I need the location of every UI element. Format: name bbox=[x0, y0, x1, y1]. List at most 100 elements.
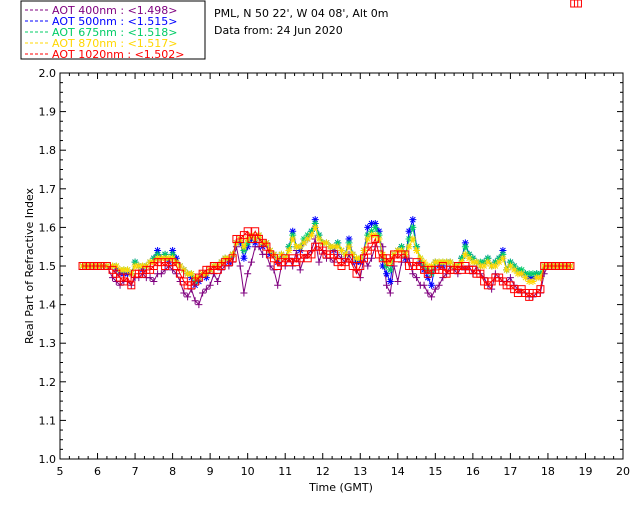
data-point bbox=[386, 277, 394, 285]
data-point bbox=[529, 270, 537, 278]
data-point bbox=[525, 277, 533, 285]
data-point bbox=[124, 266, 132, 274]
legend-item: AOT 500nm : <1.515> bbox=[25, 15, 178, 28]
data-point bbox=[367, 242, 376, 251]
data-point bbox=[566, 262, 575, 270]
data-point bbox=[518, 270, 526, 278]
data-point bbox=[176, 269, 185, 278]
y-tick-label: 1.1 bbox=[39, 414, 57, 427]
legend-box bbox=[20, 0, 206, 60]
data-point bbox=[506, 262, 514, 270]
data-point bbox=[184, 293, 192, 301]
x-tick-label: 18 bbox=[541, 465, 555, 478]
x-tick-label: 7 bbox=[132, 465, 139, 478]
data-point bbox=[300, 235, 308, 243]
data-point bbox=[473, 258, 481, 266]
data-point bbox=[398, 243, 406, 251]
data-point bbox=[315, 258, 323, 266]
data-point bbox=[409, 216, 417, 224]
data-point bbox=[345, 235, 353, 243]
data-point bbox=[536, 285, 545, 294]
data-point bbox=[266, 262, 274, 270]
y-tick-label: 1.3 bbox=[39, 337, 57, 350]
data-point bbox=[383, 281, 391, 289]
data-point bbox=[345, 243, 353, 251]
data-point bbox=[131, 262, 139, 270]
legend-label: AOT 1020nm : <1.502> bbox=[52, 48, 185, 61]
data-point bbox=[525, 274, 533, 282]
data-point bbox=[348, 262, 357, 270]
data-point bbox=[157, 270, 165, 278]
data-point bbox=[240, 247, 248, 255]
data-point bbox=[510, 266, 518, 274]
y-tick-label: 1.9 bbox=[39, 106, 57, 119]
data-point bbox=[491, 262, 499, 270]
data-point bbox=[375, 227, 383, 235]
data-point bbox=[292, 243, 300, 251]
data-point bbox=[206, 281, 214, 289]
data-point bbox=[135, 262, 143, 270]
data-point bbox=[465, 254, 473, 262]
data-point bbox=[364, 262, 372, 270]
data-point bbox=[476, 269, 485, 278]
data-point bbox=[435, 281, 443, 289]
data-point bbox=[311, 220, 319, 228]
data-point bbox=[413, 243, 421, 251]
data-point bbox=[461, 243, 469, 251]
data-point bbox=[409, 270, 417, 278]
data-point bbox=[405, 235, 413, 243]
legend-item: AOT 1020nm : <1.502> bbox=[25, 48, 185, 61]
data-point bbox=[214, 277, 222, 285]
x-tick-label: 8 bbox=[169, 465, 176, 478]
data-point bbox=[394, 277, 402, 285]
data-point bbox=[274, 281, 282, 289]
data-point bbox=[161, 250, 169, 258]
data-point bbox=[525, 270, 533, 278]
x-tick-label: 17 bbox=[503, 465, 517, 478]
data-point bbox=[420, 281, 428, 289]
data-point bbox=[97, 262, 106, 270]
data-point bbox=[244, 243, 252, 251]
data-point bbox=[345, 254, 354, 263]
data-point bbox=[150, 277, 158, 285]
data-point bbox=[244, 270, 252, 278]
data-point bbox=[240, 243, 248, 251]
data-point bbox=[127, 281, 136, 290]
data-point bbox=[289, 235, 297, 243]
x-tick-label: 16 bbox=[466, 465, 480, 478]
data-point bbox=[428, 293, 436, 301]
data-point bbox=[514, 270, 522, 278]
data-point bbox=[269, 254, 278, 263]
x-tick-label: 12 bbox=[316, 465, 330, 478]
x-tick-label: 9 bbox=[207, 465, 214, 478]
data-point bbox=[428, 281, 436, 289]
data-point bbox=[495, 254, 503, 262]
data-point bbox=[364, 223, 372, 231]
data-point bbox=[536, 274, 544, 282]
y-tick-label: 1.8 bbox=[39, 144, 57, 157]
data-point bbox=[236, 262, 244, 270]
data-point bbox=[169, 247, 177, 255]
data-point bbox=[289, 231, 297, 239]
data-point bbox=[356, 262, 365, 270]
legend-label: AOT 400nm : <1.498> bbox=[52, 4, 178, 17]
x-tick-label: 14 bbox=[391, 465, 405, 478]
data-point bbox=[330, 243, 338, 251]
data-point bbox=[469, 254, 477, 262]
data-point bbox=[146, 274, 154, 282]
data-point bbox=[476, 258, 484, 266]
legend-item: AOT 675nm : <1.518> bbox=[25, 26, 178, 39]
data-point bbox=[169, 250, 177, 258]
date-info: Data from: 24 Jun 2020 bbox=[214, 24, 343, 37]
legend-label: AOT 870nm : <1.517> bbox=[52, 37, 178, 50]
x-axis: 5 6 7 8 9 10 11 12 13 14 15 16 17 18 19 20 bbox=[57, 73, 630, 478]
data-point bbox=[289, 227, 297, 235]
data-point bbox=[240, 289, 248, 297]
data-point bbox=[371, 234, 380, 243]
data-point bbox=[499, 254, 507, 262]
data-point bbox=[123, 273, 132, 282]
legend: AOT 400nm : <1.498> AOT 500nm : <1.515> … bbox=[20, 0, 206, 61]
data-point bbox=[240, 254, 248, 262]
data-point bbox=[285, 247, 293, 255]
data-point bbox=[536, 270, 544, 278]
